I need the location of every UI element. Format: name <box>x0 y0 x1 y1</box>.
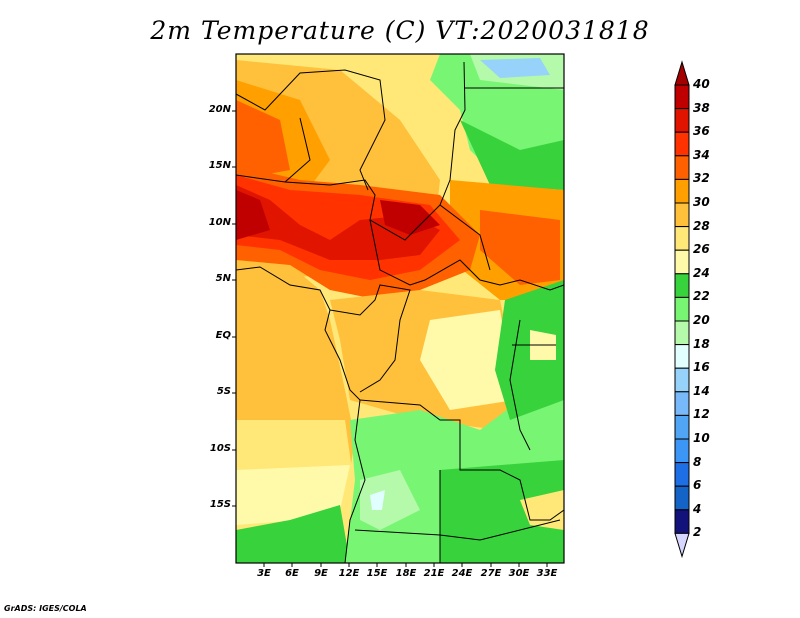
colorbar-label: 14 <box>693 383 710 398</box>
colorbar-bin <box>674 414 690 440</box>
colorbar-bin <box>674 438 690 464</box>
map-title: 2m Temperature (C) VT:2020031818 <box>150 16 650 45</box>
colorbar-bin <box>674 320 690 346</box>
colorbar-bin <box>674 108 690 133</box>
lon-label: 27E <box>480 568 502 579</box>
country-borders <box>236 61 564 563</box>
colorbar-bin <box>674 296 690 322</box>
colorbar-label: 28 <box>693 218 710 233</box>
colorbar-label: 18 <box>693 336 710 351</box>
colorbar-bin <box>674 344 690 369</box>
colorbar-label: 34 <box>693 147 710 162</box>
colorbar-label: 6 <box>693 478 702 493</box>
colorbar-label: 8 <box>693 454 702 469</box>
lon-label: 3E <box>257 568 271 579</box>
colorbar-bin <box>674 155 690 180</box>
lon-label: 18E <box>395 568 417 579</box>
colorbar-bin <box>674 462 690 487</box>
lon-label: 33E <box>536 568 558 579</box>
colorbar-bin <box>674 485 690 511</box>
plot-frame <box>235 53 565 564</box>
lon-label: 15E <box>366 568 388 579</box>
colorbar-label: 16 <box>693 360 710 375</box>
colorbar-bin <box>674 84 690 110</box>
lon-label: 21E <box>423 568 445 579</box>
lon-label: 6E <box>285 568 299 579</box>
colorbar <box>674 60 690 559</box>
lon-label: 30E <box>508 568 530 579</box>
colorbar-label: 38 <box>693 100 710 115</box>
colorbar-label: 32 <box>693 171 710 186</box>
colorbar-label: 20 <box>693 313 710 327</box>
colorbar-label: 4 <box>693 501 702 516</box>
colorbar-bin <box>674 226 690 251</box>
colorbar-bin <box>674 131 690 157</box>
colorbar-bin <box>674 273 690 298</box>
colorbar-label: 2 <box>693 525 702 540</box>
lat-label: 10S <box>209 443 231 454</box>
colorbar-label: 30 <box>693 195 710 209</box>
lat-label: 20N <box>208 104 231 115</box>
colorbar-label: 26 <box>693 242 710 257</box>
colorbar-bin <box>674 202 690 228</box>
axis-ticks <box>232 110 548 567</box>
colorbar-under-arrow <box>674 532 690 559</box>
lon-label: 12E <box>338 568 360 579</box>
colorbar-bin <box>674 367 690 393</box>
colorbar-label: 12 <box>693 407 710 422</box>
colorbar-bin <box>674 391 690 416</box>
colorbar-over-arrow <box>674 60 690 86</box>
lon-label: 9E <box>314 568 328 579</box>
lat-label: 15N <box>208 160 231 171</box>
colorbar-bin <box>674 509 690 534</box>
footer-credit: GrADS: IGES/COLA <box>4 604 87 613</box>
colorbar-bin <box>674 249 690 275</box>
lat-label: EQ <box>215 330 231 341</box>
colorbar-label: 24 <box>693 265 710 280</box>
colorbar-label: 40 <box>693 77 710 91</box>
lat-label: 15S <box>209 499 231 510</box>
colorbar-label: 36 <box>693 124 710 139</box>
lat-label: 5S <box>216 386 231 397</box>
lat-label: 10N <box>208 217 231 228</box>
colorbar-label: 22 <box>693 289 710 304</box>
lat-label: 5N <box>215 273 231 284</box>
map-field <box>236 54 564 563</box>
lon-label: 24E <box>451 568 473 579</box>
colorbar-label: 10 <box>693 431 710 445</box>
colorbar-bin <box>674 178 690 204</box>
